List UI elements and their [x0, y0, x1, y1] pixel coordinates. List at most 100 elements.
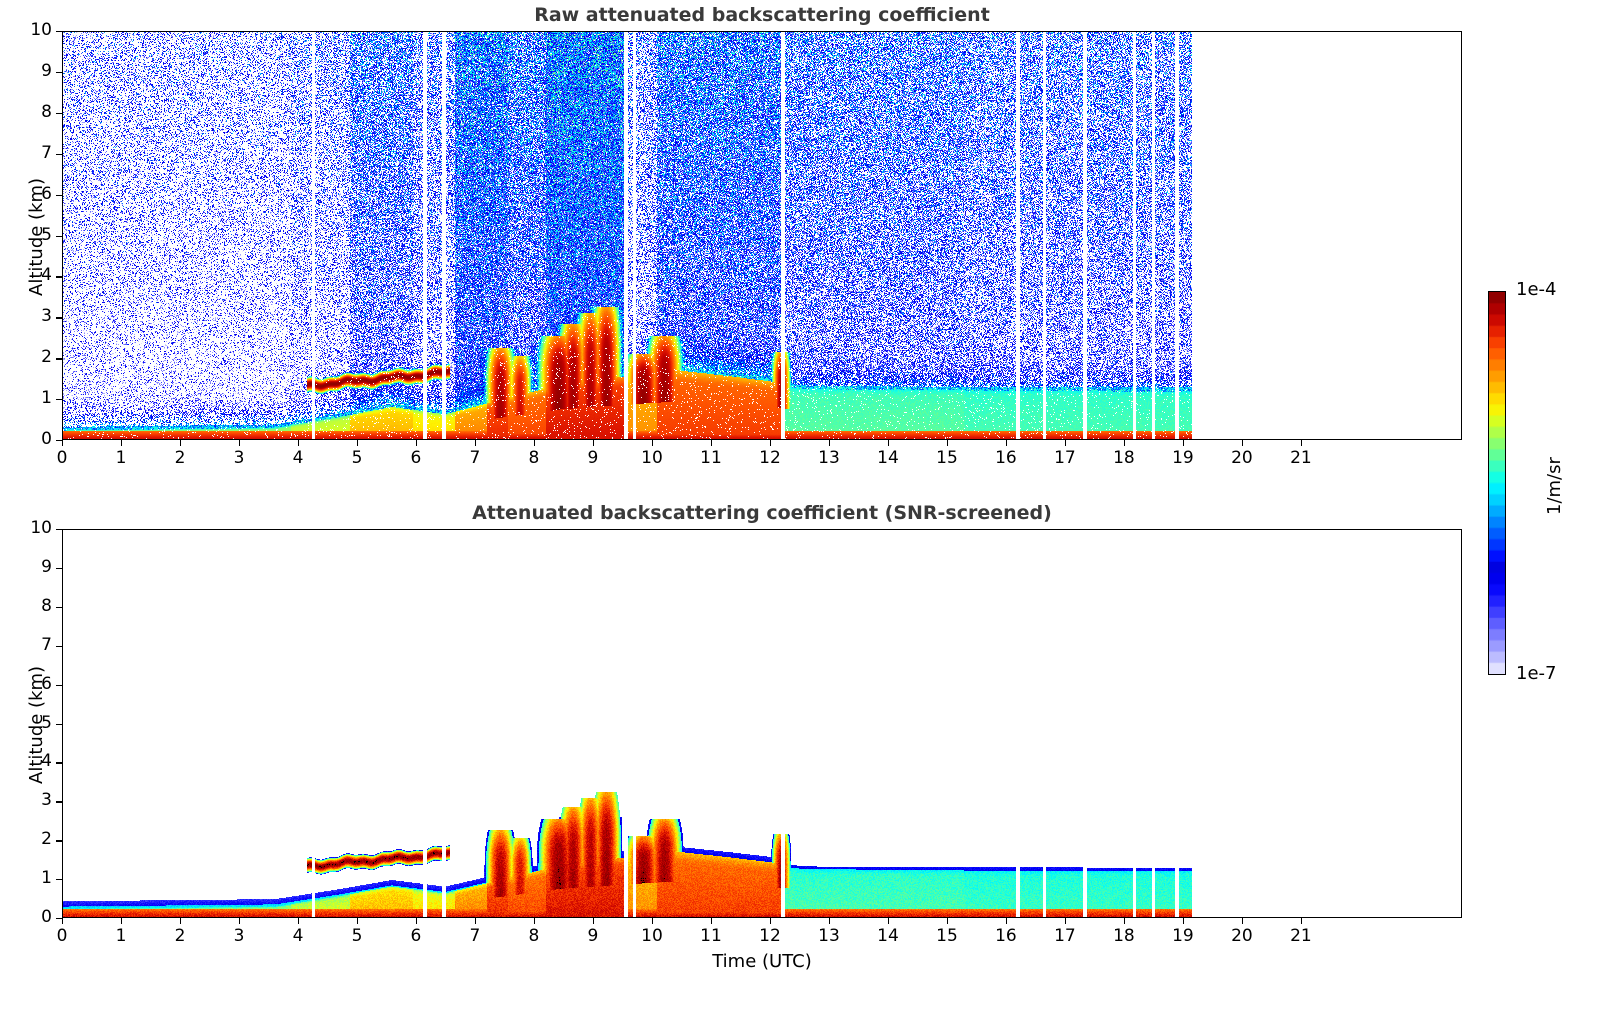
x-tick	[62, 918, 64, 924]
y-tick	[56, 918, 62, 920]
x-tick-label: 19	[1172, 448, 1194, 468]
x-tick-label: 3	[233, 448, 245, 468]
y-tick-label: 0	[41, 429, 52, 449]
x-tick-label: 21	[1290, 448, 1312, 468]
x-tick	[1182, 440, 1185, 446]
y-tick-label: 6	[41, 183, 52, 204]
x-tick	[62, 440, 64, 446]
x-tick-label: 10	[641, 926, 663, 946]
x-tick-label: 14	[877, 926, 899, 946]
x-tick-label: 12	[759, 448, 781, 468]
x-tick-label: 14	[877, 448, 899, 468]
colorbar-gradient	[1489, 292, 1505, 674]
y-tick-label: 5	[41, 224, 52, 245]
x-tick-label: 11	[700, 448, 722, 468]
x-tick-label: 2	[174, 448, 186, 468]
x-tick	[120, 440, 123, 446]
x-tick-label: 8	[528, 448, 540, 468]
y-tick	[56, 276, 62, 278]
x-tick-label: 17	[1054, 448, 1076, 468]
y-tick-label: 9	[41, 60, 52, 81]
x-tick-label: 17	[1054, 926, 1076, 946]
y-tick	[56, 317, 62, 319]
x-tick	[828, 440, 831, 446]
y-tick-label: 4	[41, 265, 52, 286]
x-tick-label: 13	[818, 926, 840, 946]
x-tick-label: 9	[587, 448, 599, 468]
x-tick-label: 12	[759, 926, 781, 946]
x-tick	[651, 918, 654, 924]
x-tick	[651, 440, 654, 446]
y-tick-label: 7	[41, 634, 52, 655]
x-tick	[179, 440, 182, 446]
x-tick-label: 10	[641, 448, 663, 468]
x-tick-label: 15	[936, 926, 958, 946]
x-tick	[710, 440, 713, 446]
x-tick	[1005, 440, 1008, 446]
y-tick-label: 2	[41, 347, 52, 368]
x-tick	[415, 918, 418, 924]
x-tick-label: 5	[351, 448, 363, 468]
y-tick	[56, 440, 62, 442]
x-tick	[769, 440, 772, 446]
x-tick	[887, 440, 890, 446]
x-tick	[1241, 918, 1244, 924]
x-tick-label: 11	[700, 926, 722, 946]
x-tick-label: 5	[351, 926, 363, 946]
y-axis-label-screened: Altitude (km)	[26, 665, 47, 784]
x-tick-label: 4	[292, 926, 304, 946]
x-tick-label: 1	[115, 448, 127, 468]
x-axis-label-screened: Time (UTC)	[712, 951, 812, 972]
y-tick-label: 6	[41, 673, 52, 694]
x-tick	[828, 918, 831, 924]
y-tick-label: 0	[41, 907, 52, 927]
x-tick-label: 7	[469, 926, 481, 946]
x-tick	[946, 440, 949, 446]
x-tick	[297, 918, 300, 924]
x-tick-label: 15	[936, 448, 958, 468]
colorbar-unit-label: 1/m/sr	[1544, 457, 1565, 515]
x-tick	[1005, 918, 1008, 924]
y-tick	[56, 194, 62, 196]
y-tick-label: 5	[41, 712, 52, 733]
x-tick	[120, 918, 123, 924]
y-tick	[56, 840, 62, 842]
y-tick-label: 7	[41, 142, 52, 163]
y-tick	[56, 567, 62, 570]
y-tick-label: 9	[41, 556, 52, 577]
y-tick	[56, 801, 62, 803]
x-tick	[1241, 440, 1244, 446]
x-tick-label: 4	[292, 448, 304, 468]
x-tick	[1300, 918, 1303, 924]
x-tick	[1123, 440, 1126, 446]
colorbar-min-label: 1e-7	[1516, 663, 1557, 684]
x-tick-label: 1	[115, 926, 127, 946]
x-tick	[946, 918, 949, 924]
y-tick	[56, 358, 62, 360]
x-tick-label: 6	[410, 448, 422, 468]
y-tick	[56, 112, 62, 115]
x-tick-label: 20	[1231, 926, 1253, 946]
y-tick-label: 10	[30, 518, 52, 538]
x-tick	[533, 918, 536, 924]
y-tick-label: 8	[41, 595, 52, 616]
y-tick	[56, 399, 62, 401]
colorbar	[1488, 291, 1506, 675]
y-tick	[56, 723, 62, 725]
x-tick	[415, 440, 418, 446]
colorbar-max-label: 1e-4	[1516, 279, 1557, 300]
y-tick	[56, 31, 62, 33]
y-tick-label: 3	[41, 790, 52, 811]
y-axis-label-raw: Altitude (km)	[26, 177, 47, 296]
x-tick-label: 0	[56, 926, 68, 946]
x-tick-label: 20	[1231, 448, 1253, 468]
y-tick	[56, 606, 62, 609]
y-tick-label: 1	[41, 868, 52, 889]
x-tick-label: 13	[818, 448, 840, 468]
x-tick-label: 9	[587, 926, 599, 946]
y-tick	[56, 645, 62, 648]
x-tick-label: 16	[995, 926, 1017, 946]
x-tick	[887, 918, 890, 924]
y-tick-label: 4	[41, 751, 52, 772]
y-tick-label: 10	[30, 20, 52, 40]
